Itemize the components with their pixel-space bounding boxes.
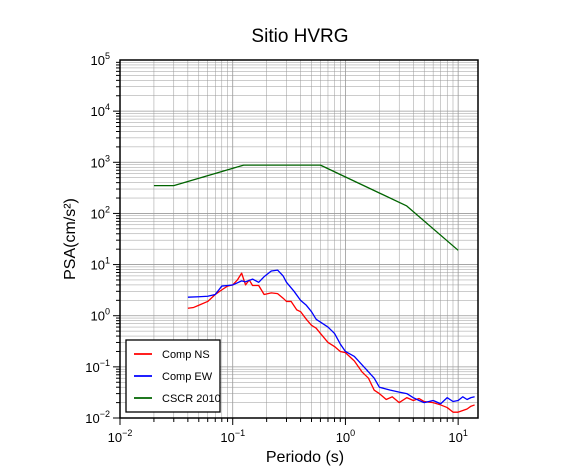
legend-label: Comp EW [162,371,213,383]
grid [119,60,478,419]
series-line-cscr-2010 [153,164,459,251]
series-layer [153,164,475,413]
y-tick-label: 105 [91,51,110,68]
y-tick-label: 10−1 [85,358,110,375]
x-tick-labels: 10−2 10−1 100 101 [108,428,468,445]
plot-frame [119,59,479,419]
y-tick-label: 10−2 [85,409,110,426]
y-tick-label: 102 [91,204,110,221]
ticks [113,61,459,425]
x-tick-label: 10−1 [220,428,245,445]
y-tick-labels: 10−2 10−1 100 101 102 103 104 105 [85,51,110,426]
y-tick-label: 104 [91,102,110,119]
series-line-comp-ns [187,272,475,413]
series-line-comp-ew [187,269,475,405]
y-axis-title: PSA(cm/s²) [62,198,79,280]
y-tick-label: 101 [91,256,110,273]
y-tick-label: 103 [91,153,110,170]
x-tick-label: 10−2 [108,428,133,445]
x-tick-label: 101 [448,428,467,445]
y-tick-label: 100 [91,307,110,324]
x-axis-title: Periodo (s) [266,449,344,466]
chart-title: Sitio HVRG [251,26,348,47]
legend-label: CSCR 2010 [162,393,221,405]
legend-label: Comp NS [162,349,210,361]
legend: Comp NS Comp EW CSCR 2010 [125,339,221,413]
x-tick-label: 100 [336,428,355,445]
